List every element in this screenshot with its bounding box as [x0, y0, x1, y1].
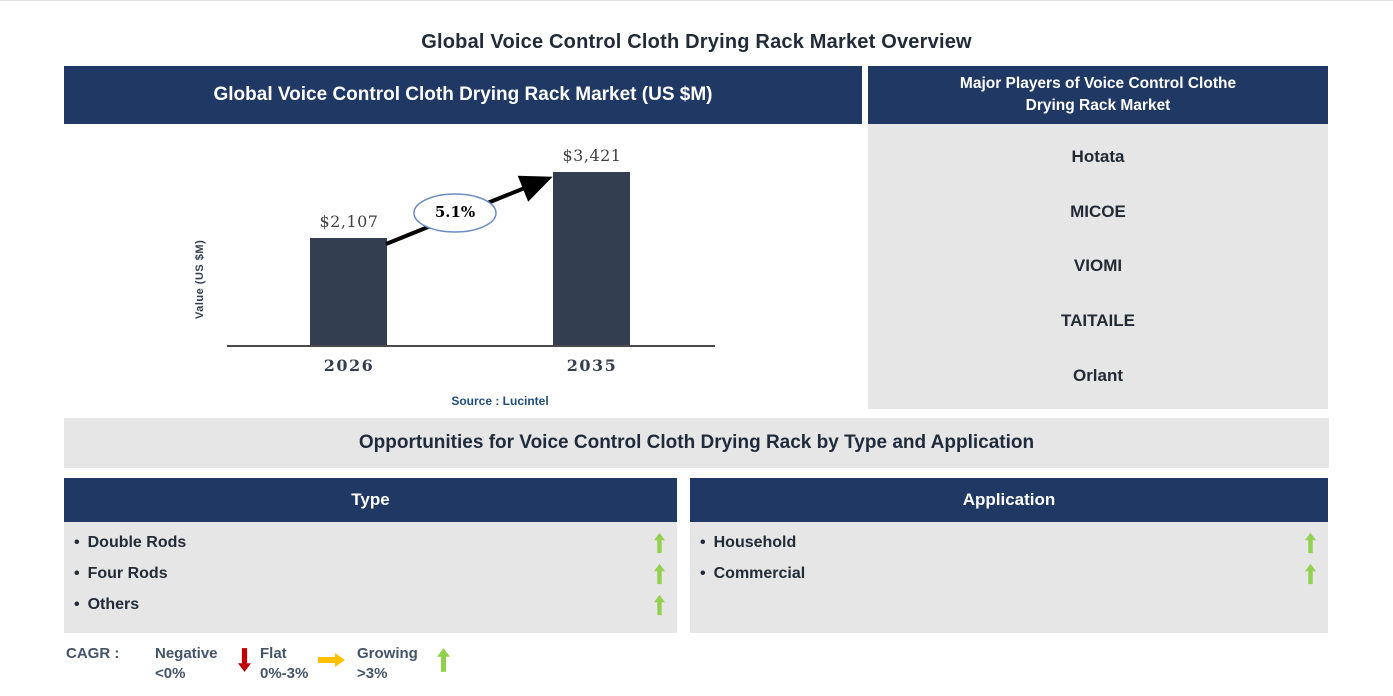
bar-value-label-2035: $3,421	[562, 146, 622, 165]
x-tick-2026: 2026	[323, 356, 375, 375]
player-name: Hotata	[1071, 147, 1125, 167]
bullet: •	[74, 533, 80, 551]
source-note: Source : Lucintel	[451, 394, 549, 408]
type-panel-body: • Double Rods • Four Rods • Others	[64, 522, 677, 633]
player-name: MICOE	[1070, 201, 1126, 221]
list-item: • Others	[72, 589, 665, 620]
list-item: • Four Rods	[72, 558, 665, 589]
application-panel-body: • Household • Commercial	[690, 522, 1328, 633]
player-name: VIOMI	[1073, 256, 1123, 276]
bullet: •	[74, 564, 80, 582]
page-title: Global Voice Control Cloth Drying Rack M…	[421, 31, 972, 53]
market-bar-chart: Value (US $M) $2,107 $3,421 2026 2035 5.…	[64, 124, 862, 409]
growth-arrow-icon	[385, 175, 553, 246]
list-item: • Household	[698, 527, 1316, 558]
y-axis-label: Value (US $M)	[194, 239, 206, 319]
x-tick-2035: 2035	[566, 356, 618, 375]
cagr-value: 5.1%	[434, 203, 476, 221]
bullet: •	[700, 564, 706, 582]
legend-range: 0%-3%	[260, 665, 309, 682]
list-item: • Commercial	[698, 558, 1316, 589]
legend-item-negative: Negative <0%	[155, 644, 260, 684]
growing-up-arrow-icon	[654, 532, 665, 554]
major-players-header-line2: Drying Rack Market	[1025, 97, 1171, 114]
growing-up-arrow-icon	[1305, 532, 1316, 554]
x-axis-line	[227, 345, 715, 347]
bullet: •	[700, 533, 706, 551]
legend-label: Negative	[155, 645, 218, 662]
application-item-label: Household	[713, 533, 797, 551]
flat-right-arrow-icon	[318, 653, 345, 667]
legend-range: <0%	[155, 665, 186, 682]
legend-item-flat: Flat 0%-3%	[260, 644, 357, 684]
major-players-header-line1: Major Players of Voice Control Clothe	[959, 75, 1237, 92]
cagr-legend: CAGR : Negative <0% Flat 0%-3% Growing >…	[66, 644, 450, 684]
growing-up-arrow-icon	[654, 594, 665, 616]
bar-2026	[310, 238, 387, 345]
player-name: TAITAILE	[1061, 311, 1135, 331]
list-item: • Double Rods	[72, 527, 665, 558]
player-name: Orlant	[1072, 365, 1124, 385]
type-item-label: Double Rods	[87, 533, 187, 551]
type-item-label: Four Rods	[87, 564, 168, 582]
type-item-label: Others	[87, 595, 140, 613]
bar-2035	[553, 172, 630, 345]
bar-value-label-2026: $2,107	[319, 212, 379, 231]
major-players-list: Hotata MICOE VIOMI TAITAILE Orlant	[868, 124, 1328, 409]
growing-up-arrow-icon	[437, 646, 450, 674]
legend-item-growing: Growing >3%	[357, 644, 450, 684]
negative-down-arrow-icon	[238, 646, 251, 674]
legend-label: Growing	[357, 645, 418, 662]
growing-up-arrow-icon	[654, 563, 665, 585]
major-players-header: Major Players of Voice Control Clothe Dr…	[868, 66, 1328, 124]
market-chart-header: Global Voice Control Cloth Drying Rack M…	[64, 66, 862, 124]
growing-up-arrow-icon	[1305, 563, 1316, 585]
opportunities-title: Opportunities for Voice Control Cloth Dr…	[64, 418, 1329, 468]
legend-range: >3%	[357, 665, 388, 682]
bullet: •	[74, 595, 80, 613]
type-panel-header: Type	[64, 478, 677, 522]
legend-prefix: CAGR :	[66, 645, 120, 662]
application-panel-header: Application	[690, 478, 1328, 522]
legend-label: Flat	[260, 645, 287, 662]
application-item-label: Commercial	[713, 564, 806, 582]
